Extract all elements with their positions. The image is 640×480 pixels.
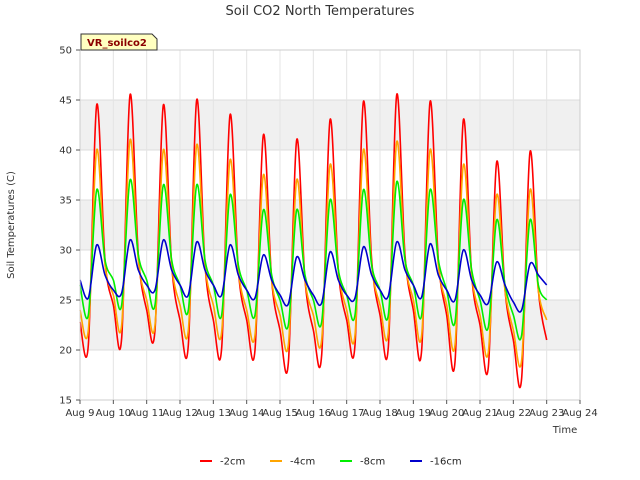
- y-tick-label: 25: [59, 296, 72, 307]
- x-tick-label: Aug 21: [462, 408, 497, 419]
- legend-label: -2cm: [220, 457, 245, 468]
- plot-area: [80, 50, 580, 400]
- x-tick-label: Aug 22: [496, 408, 531, 419]
- y-tick-label: 50: [59, 46, 72, 57]
- y-axis-title: Soil Temperatures (C): [6, 171, 17, 279]
- x-tick-label: Aug 9: [65, 408, 94, 419]
- series-group: [79, 49, 581, 401]
- y-tick-label: 40: [59, 146, 72, 157]
- site-tag-box: [80, 33, 158, 51]
- x-tick-label: Aug 24: [562, 408, 597, 419]
- plot-band: [80, 200, 580, 250]
- legend-label: -16cm: [430, 457, 462, 468]
- x-tick-label: Aug 13: [196, 408, 231, 419]
- legend-label: -8cm: [360, 457, 385, 468]
- series-line-16cmcm: [79, 239, 548, 313]
- x-tick-label: Aug 20: [429, 408, 464, 419]
- x-tick-label: Aug 11: [129, 408, 164, 419]
- x-tick-label: Aug 12: [162, 408, 197, 419]
- site-tag: VR_soilco2: [80, 33, 158, 51]
- x-tick-label: Aug 17: [329, 408, 364, 419]
- legend: -2cm -4cm -8cm -16cm: [200, 457, 462, 468]
- y-axis: 15 20 25 30 35 40 45 50: [59, 46, 80, 407]
- site-tag-label: VR_soilco2: [87, 38, 147, 49]
- x-tick-label: Aug 18: [362, 408, 397, 419]
- legend-label: -4cm: [290, 457, 315, 468]
- y-tick-label: 20: [59, 346, 72, 357]
- chart-title: Soil CO2 North Temperatures: [226, 4, 415, 19]
- y-tick-label: 30: [59, 246, 72, 257]
- plot-border: [79, 49, 581, 401]
- x-tick-label: Aug 15: [262, 408, 297, 419]
- x-tick-label: Aug 16: [296, 408, 331, 419]
- x-tick-label: Aug 10: [96, 408, 131, 419]
- x-tick-label: Aug 14: [229, 408, 264, 419]
- x-axis-title: Time: [552, 425, 577, 436]
- y-tick-label: 45: [59, 96, 72, 107]
- x-tick-label: Aug 19: [396, 408, 431, 419]
- y-tick-label: 15: [59, 396, 72, 407]
- y-tick-label: 35: [59, 196, 72, 207]
- x-tick-label: Aug 23: [529, 408, 564, 419]
- plot-band: [80, 300, 580, 350]
